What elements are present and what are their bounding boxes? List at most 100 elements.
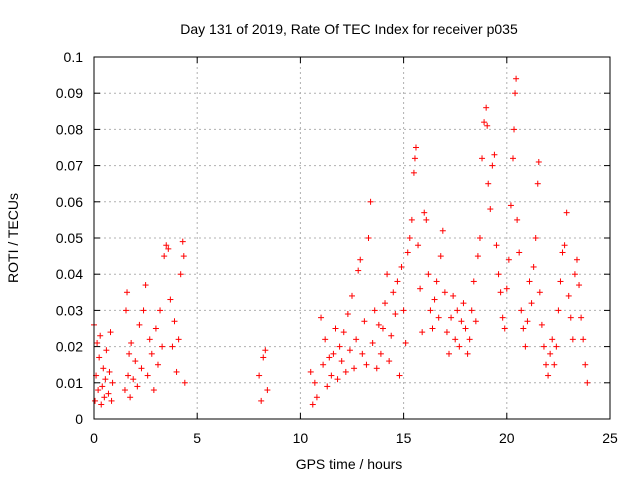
data-point — [427, 307, 434, 314]
data-point — [462, 325, 469, 332]
data-point — [125, 372, 132, 379]
data-point — [99, 383, 106, 390]
data-point — [513, 75, 520, 82]
data-point — [481, 119, 488, 126]
y-axis-label: ROTI / TECUs — [5, 193, 21, 283]
data-point — [464, 350, 471, 357]
data-point — [177, 271, 184, 278]
data-point — [258, 397, 265, 404]
data-point — [175, 336, 182, 343]
data-point — [163, 242, 170, 249]
data-point — [580, 336, 587, 343]
data-point — [377, 350, 384, 357]
y-tick-label: 0 — [75, 411, 83, 427]
data-point — [181, 379, 188, 386]
data-point — [338, 358, 345, 365]
data-point — [468, 307, 475, 314]
data-point — [489, 162, 496, 169]
data-point — [105, 390, 112, 397]
data-point — [326, 354, 333, 361]
data-point — [419, 329, 426, 336]
data-point — [98, 401, 105, 408]
data-point — [173, 368, 180, 375]
y-tick-label: 0.1 — [64, 49, 84, 65]
x-axis-label: GPS time / hours — [296, 456, 403, 472]
data-point — [128, 339, 135, 346]
data-point — [136, 321, 143, 328]
data-point — [390, 289, 397, 296]
data-point — [375, 321, 382, 328]
data-point — [466, 336, 473, 343]
y-tick-label: 0.01 — [56, 375, 83, 391]
data-point — [169, 343, 176, 350]
data-point — [371, 307, 378, 314]
data-point — [429, 325, 436, 332]
data-point — [394, 278, 401, 285]
x-tick-label: 25 — [602, 430, 618, 446]
x-tick-label: 15 — [396, 430, 412, 446]
data-point — [324, 383, 331, 390]
data-point — [435, 314, 442, 321]
x-axis-ticks: 0 5 10 15 20 25 — [90, 57, 618, 446]
data-point — [357, 256, 364, 263]
data-point — [569, 336, 576, 343]
data-point — [491, 151, 498, 158]
data-point — [565, 292, 572, 299]
data-point — [262, 347, 269, 354]
data-point — [313, 394, 320, 401]
data-point — [439, 227, 446, 234]
data-point — [180, 253, 187, 260]
data-point — [454, 307, 461, 314]
data-point — [349, 292, 355, 299]
data-point — [576, 282, 583, 289]
data-point — [516, 249, 523, 256]
data-point — [495, 271, 502, 278]
data-point — [557, 278, 564, 285]
data-point — [507, 202, 514, 209]
data-point — [512, 90, 519, 97]
data-point — [530, 263, 537, 270]
data-point — [452, 336, 459, 343]
data-point — [423, 216, 430, 223]
data-point — [431, 296, 438, 303]
data-point — [379, 325, 386, 332]
data-point — [159, 343, 166, 350]
data-point — [342, 368, 349, 375]
data-point — [140, 307, 147, 314]
data-point — [101, 394, 108, 401]
data-point — [132, 358, 139, 365]
data-point — [567, 314, 574, 321]
data-point — [559, 249, 566, 256]
data-point — [165, 245, 172, 252]
data-point — [130, 376, 137, 383]
data-point — [520, 325, 527, 332]
data-point — [553, 343, 560, 350]
data-point — [518, 307, 525, 314]
data-point — [456, 343, 463, 350]
data-point — [142, 282, 149, 289]
data-point — [437, 253, 444, 260]
data-point — [334, 376, 341, 383]
data-point — [545, 372, 552, 379]
data-point — [346, 347, 353, 354]
data-point — [122, 307, 129, 314]
data-point — [433, 278, 440, 285]
x-tick-label: 10 — [293, 430, 309, 446]
data-point — [97, 332, 104, 339]
data-point — [485, 180, 492, 187]
data-point — [441, 289, 448, 296]
data-point — [322, 336, 329, 343]
data-point — [411, 155, 418, 162]
data-point — [406, 235, 413, 241]
data-point — [446, 350, 453, 357]
y-tick-label: 0.06 — [56, 194, 83, 210]
data-point — [514, 216, 521, 223]
data-point — [578, 314, 585, 321]
data-point — [100, 365, 107, 372]
data-point — [443, 329, 450, 336]
data-point — [363, 361, 370, 368]
data-point — [408, 216, 415, 223]
data-point — [499, 314, 506, 321]
data-point — [365, 235, 372, 241]
